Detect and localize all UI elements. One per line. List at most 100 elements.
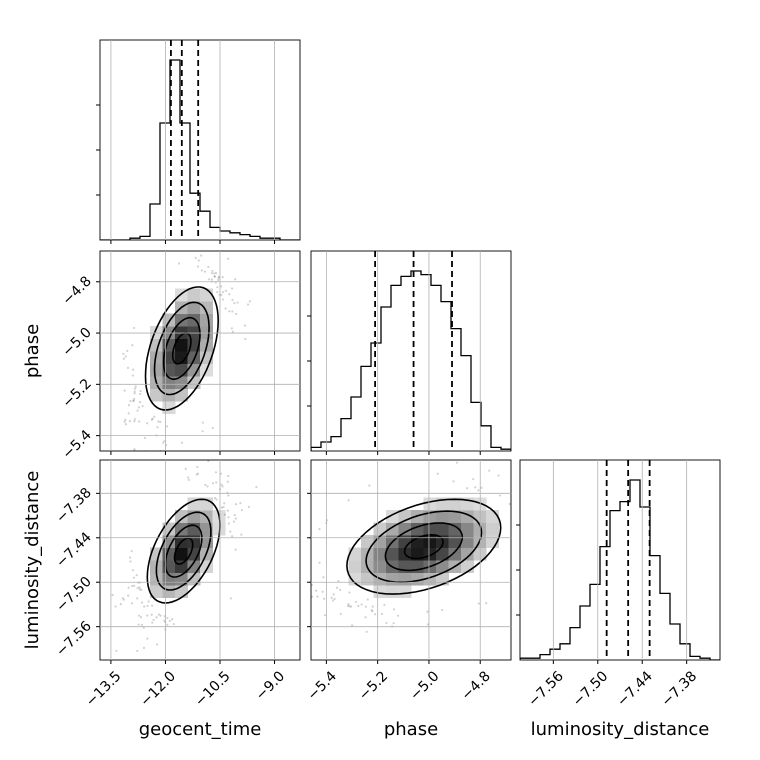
scatter-point — [472, 477, 475, 481]
scatter-point — [480, 486, 483, 489]
scatter-point — [210, 272, 213, 275]
scatter-point — [548, 506, 550, 508]
scatter-point — [223, 502, 226, 505]
scatter-point — [143, 605, 146, 608]
scatter-point — [321, 590, 324, 593]
scatter-point — [119, 603, 122, 606]
scatter-point — [211, 426, 214, 430]
scatter-point — [159, 420, 162, 423]
scatter-point — [556, 497, 558, 499]
scatter-point — [239, 502, 242, 505]
scatter-point — [128, 556, 132, 559]
scatter-point — [207, 265, 210, 269]
scatter-point — [146, 614, 149, 617]
scatter-point — [316, 595, 319, 598]
density-cell — [398, 572, 412, 586]
scatter-point — [197, 259, 200, 262]
scatter-point — [348, 605, 351, 608]
density-cell — [373, 585, 387, 598]
scatter-point — [541, 536, 543, 538]
scatter-point — [349, 605, 353, 608]
scatter-point — [130, 549, 133, 553]
scatter-point — [347, 603, 350, 606]
density-cell — [175, 376, 188, 389]
scatter-point — [136, 409, 139, 412]
scatter-point — [364, 616, 367, 619]
scatter-point — [133, 390, 136, 393]
density-cell — [461, 547, 474, 561]
density-cell — [150, 363, 163, 377]
scatter-point — [133, 392, 136, 395]
scatter-point — [331, 599, 335, 602]
scatter-point — [364, 605, 367, 608]
density-cell — [150, 351, 163, 364]
scatter-point — [133, 420, 136, 423]
scatter-point — [246, 303, 250, 306]
density-cell — [187, 351, 201, 364]
scatter-point — [540, 485, 542, 487]
scatter-point — [134, 385, 137, 388]
scatter-point — [201, 430, 204, 433]
scatter-point — [139, 389, 142, 393]
density-cell — [423, 522, 437, 536]
scatter-point — [186, 476, 190, 479]
scatter-point — [212, 244, 214, 246]
scatter-point — [136, 597, 139, 600]
density-cell — [348, 560, 362, 573]
scatter-point — [143, 436, 146, 440]
scatter-point — [131, 584, 134, 588]
scatter-point — [217, 456, 219, 458]
grid-lines — [552, 460, 688, 660]
scatter-point — [225, 247, 227, 249]
scatter-point — [530, 534, 532, 536]
contour-level-2 — [365, 510, 483, 584]
scatter-point — [207, 460, 210, 463]
scatter-point — [226, 480, 229, 483]
density-cell — [448, 510, 462, 523]
scatter-point — [315, 589, 318, 592]
scatter-point — [290, 557, 292, 559]
scatter-point — [214, 496, 217, 500]
density-cell — [411, 560, 424, 573]
scatter-point — [231, 298, 234, 302]
scatter-point — [536, 502, 538, 504]
contour-level-0 — [403, 533, 444, 560]
scatter-point — [195, 473, 198, 476]
scatter-point — [137, 623, 140, 626]
density-cell — [461, 522, 474, 536]
scatter-point — [227, 257, 230, 260]
scatter-point — [240, 509, 243, 512]
grid-lines — [325, 251, 481, 451]
scatter-point — [138, 420, 141, 423]
scatter-point — [229, 530, 232, 533]
scatter-point — [156, 426, 159, 429]
scatter-point — [346, 604, 350, 607]
density-cell — [175, 522, 188, 536]
scatter-point — [311, 595, 314, 598]
scatter-point — [217, 276, 220, 280]
scatter-point — [230, 242, 232, 244]
scatter-point — [474, 486, 477, 489]
scatter-point — [512, 499, 514, 501]
x-tick-label: −7.38 — [659, 668, 701, 710]
scatter-point — [132, 576, 136, 579]
scatter-point — [488, 469, 491, 472]
scatter-point — [396, 614, 400, 617]
density-cell — [398, 585, 412, 598]
density-cell — [398, 535, 412, 548]
panel-frame — [310, 250, 512, 452]
scatter-point — [230, 327, 233, 330]
density-cell — [423, 497, 437, 511]
scatter-point — [121, 597, 125, 600]
scatter-point — [126, 349, 129, 353]
scatter-point — [145, 454, 147, 456]
scatter-point — [335, 586, 339, 589]
scatter-point — [169, 489, 171, 491]
contour-level-3 — [346, 498, 502, 595]
scatter-point — [201, 421, 204, 424]
scatter-point — [126, 366, 130, 369]
x-tick-label: −7.44 — [614, 668, 656, 710]
scatter-point — [233, 514, 236, 517]
grid-lines — [110, 40, 275, 240]
scatter-point — [127, 586, 130, 589]
